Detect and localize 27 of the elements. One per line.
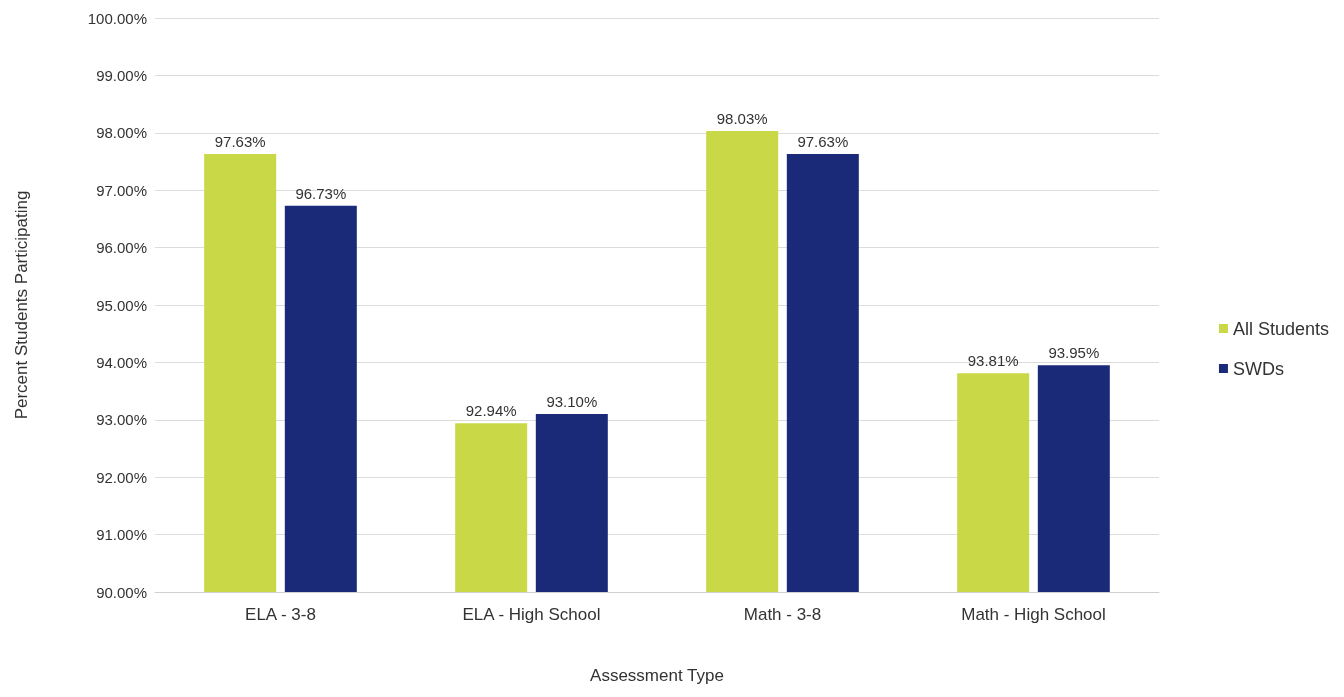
data-label: 92.94% xyxy=(465,402,517,420)
legend-label: All Students xyxy=(1232,318,1330,339)
y-tick-label: 95.00% xyxy=(96,296,147,314)
x-axis-title: Assessment Type xyxy=(590,666,724,685)
y-tick-label: 92.00% xyxy=(96,468,147,486)
x-tick-label: Math - 3-8 xyxy=(743,605,822,624)
x-tick-label: ELA - High School xyxy=(462,605,601,624)
data-label: 97.63% xyxy=(214,133,266,151)
legend-label: SWDs xyxy=(1232,358,1284,379)
y-tick-label: 91.00% xyxy=(96,526,147,544)
y-tick-label: 97.00% xyxy=(96,181,147,199)
y-tick-label: 90.00% xyxy=(96,583,147,601)
y-tick-label: 93.00% xyxy=(96,411,147,429)
x-tick-label: ELA - 3-8 xyxy=(245,605,316,624)
x-tick-label: Math - High School xyxy=(961,605,1106,624)
y-tick-label: 96.00% xyxy=(96,239,147,257)
y-tick-label: 94.00% xyxy=(96,353,147,371)
data-label: 96.73% xyxy=(295,184,347,202)
y-axis-title: Percent Students Participating xyxy=(12,190,31,420)
data-label: 97.63% xyxy=(797,133,849,151)
y-tick-label: 99.00% xyxy=(96,66,147,84)
data-label: 93.10% xyxy=(546,393,598,411)
y-tick-label: 100.00% xyxy=(87,9,147,27)
data-label: 93.95% xyxy=(1048,344,1100,362)
data-label: 93.81% xyxy=(967,352,1019,370)
y-tick-label: 98.00% xyxy=(96,124,147,142)
data-label: 98.03% xyxy=(716,110,768,128)
